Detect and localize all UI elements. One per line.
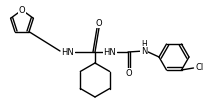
Text: HN: HN xyxy=(62,48,74,56)
Text: Cl: Cl xyxy=(195,63,204,72)
Text: O: O xyxy=(19,5,25,15)
Text: H: H xyxy=(141,39,147,48)
Text: O: O xyxy=(96,19,102,27)
Text: N: N xyxy=(141,47,147,56)
Text: O: O xyxy=(126,68,132,77)
Text: HN: HN xyxy=(104,48,116,56)
